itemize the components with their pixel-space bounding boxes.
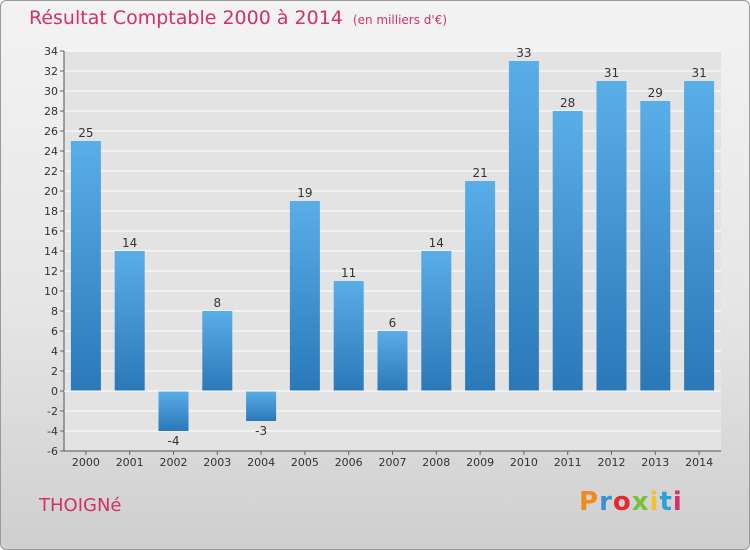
data-label: 28	[560, 96, 575, 110]
x-tick-label: 2013	[641, 456, 669, 469]
y-tick-label: 6	[51, 325, 58, 338]
data-label: 6	[389, 316, 397, 330]
data-label: 33	[516, 46, 531, 60]
bar	[377, 331, 408, 391]
data-label: 14	[122, 236, 137, 250]
y-tick-label: 18	[44, 205, 58, 218]
bar	[114, 251, 145, 391]
bar	[465, 181, 496, 391]
data-label: -3	[255, 424, 267, 438]
data-label: 21	[472, 166, 487, 180]
logo-letter: P	[579, 487, 600, 517]
y-tick-label: 2	[51, 365, 58, 378]
chart-title: Résultat Comptable 2000 à 2014 (en millie…	[29, 7, 447, 29]
y-tick-label: 4	[51, 345, 58, 358]
y-tick-label: 16	[44, 225, 58, 238]
logo-letter: r	[599, 487, 613, 517]
bar	[202, 311, 233, 391]
x-tick-label: 2009	[466, 456, 494, 469]
y-tick-label: 12	[44, 265, 58, 278]
data-label: 31	[691, 66, 706, 80]
x-tick-label: 2007	[379, 456, 407, 469]
x-tick-label: 2003	[203, 456, 231, 469]
chart-title-text: Résultat Comptable 2000 à 2014	[29, 7, 343, 29]
y-tick-label: 0	[51, 385, 58, 398]
proxiti-logo: Proxiti	[579, 487, 683, 517]
data-label: 19	[297, 186, 312, 200]
y-tick-label: -2	[47, 405, 58, 418]
data-label: 25	[78, 126, 93, 140]
bar	[684, 81, 715, 391]
y-tick-label: 10	[44, 285, 58, 298]
y-tick-label: -4	[47, 425, 58, 438]
logo-letter: i	[672, 487, 683, 517]
y-tick-label: 30	[44, 85, 58, 98]
y-tick-label: 24	[44, 145, 58, 158]
bar	[421, 251, 452, 391]
x-tick-label: 2006	[335, 456, 363, 469]
y-tick-label: -6	[47, 445, 58, 458]
bar	[596, 81, 627, 391]
y-tick-label: 22	[44, 165, 58, 178]
x-tick-label: 2012	[598, 456, 626, 469]
y-tick-label: 34	[44, 45, 58, 58]
x-tick-label: 2002	[160, 456, 188, 469]
bar	[333, 281, 364, 391]
x-tick-label: 2004	[247, 456, 275, 469]
logo-letter: i	[649, 487, 660, 517]
x-tick-label: 2005	[291, 456, 319, 469]
x-tick-label: 2014	[685, 456, 713, 469]
y-tick-label: 8	[51, 305, 58, 318]
bar	[246, 391, 277, 421]
data-label: 14	[429, 236, 444, 250]
data-label: 11	[341, 266, 356, 280]
x-tick-label: 2008	[422, 456, 450, 469]
data-label: 31	[604, 66, 619, 80]
x-tick-label: 2011	[554, 456, 582, 469]
data-label: 8	[213, 296, 221, 310]
x-tick-label: 2001	[116, 456, 144, 469]
logo-letter: o	[612, 487, 632, 517]
y-tick-label: 14	[44, 245, 58, 258]
chart-subtitle: (en milliers d'€)	[352, 13, 448, 27]
logo-letter: t	[659, 487, 673, 517]
x-tick-label: 2010	[510, 456, 538, 469]
bar	[508, 61, 539, 391]
y-tick-label: 32	[44, 65, 58, 78]
x-tick-label: 2000	[72, 456, 100, 469]
logo-letter: x	[631, 487, 650, 517]
bar	[640, 101, 671, 391]
y-tick-label: 28	[44, 105, 58, 118]
data-label: -4	[168, 434, 180, 448]
bar	[552, 111, 583, 391]
commune-name: THOIGNé	[39, 495, 122, 516]
data-label: 29	[648, 86, 663, 100]
bar	[158, 391, 189, 431]
bar	[289, 201, 320, 391]
y-tick-label: 20	[44, 185, 58, 198]
bar	[70, 141, 101, 391]
y-tick-label: 26	[44, 125, 58, 138]
